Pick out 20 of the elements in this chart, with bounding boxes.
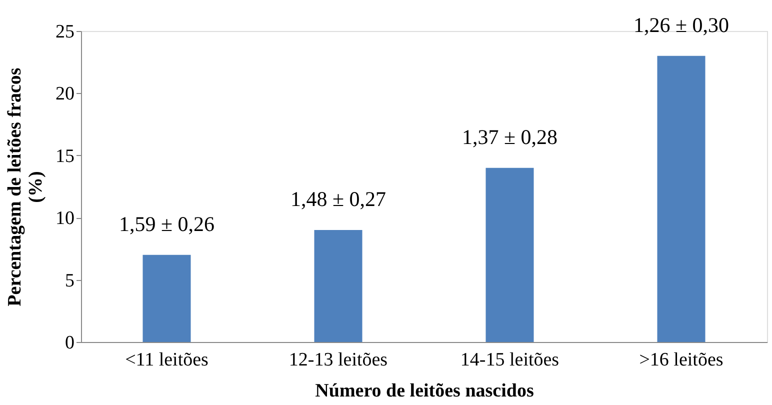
y-tick-label: 25 bbox=[56, 22, 74, 42]
bar bbox=[486, 168, 534, 342]
bar bbox=[657, 56, 706, 342]
annotation: 1,59 ± 0,26 bbox=[118, 212, 215, 236]
y-tick-label: 0 bbox=[65, 332, 74, 354]
bar bbox=[142, 254, 191, 342]
x-tick-label: >16 leitões bbox=[639, 350, 724, 370]
annotation: 1,48 ± 0,27 bbox=[290, 187, 386, 212]
annotation: 1,26 ± 0,30 bbox=[633, 12, 730, 37]
y-tick-label: 15 bbox=[56, 146, 74, 167]
y-tick-label: 20 bbox=[56, 84, 74, 105]
bar bbox=[314, 230, 362, 342]
x-tick-label: 14-15 leitões bbox=[460, 350, 560, 370]
y-tick-label: 5 bbox=[65, 270, 74, 292]
x-axis-title: Número de leitões nascidos bbox=[315, 380, 534, 402]
annotation: 1,37 ± 0,28 bbox=[462, 124, 558, 149]
x-tick-label: 12-13 leitões bbox=[288, 350, 388, 370]
y-tick-label: 10 bbox=[56, 208, 74, 230]
x-tick-label: <11 leitões bbox=[125, 350, 208, 370]
y-axis-title: Percentagem de leitões fracos (%) bbox=[4, 68, 46, 306]
